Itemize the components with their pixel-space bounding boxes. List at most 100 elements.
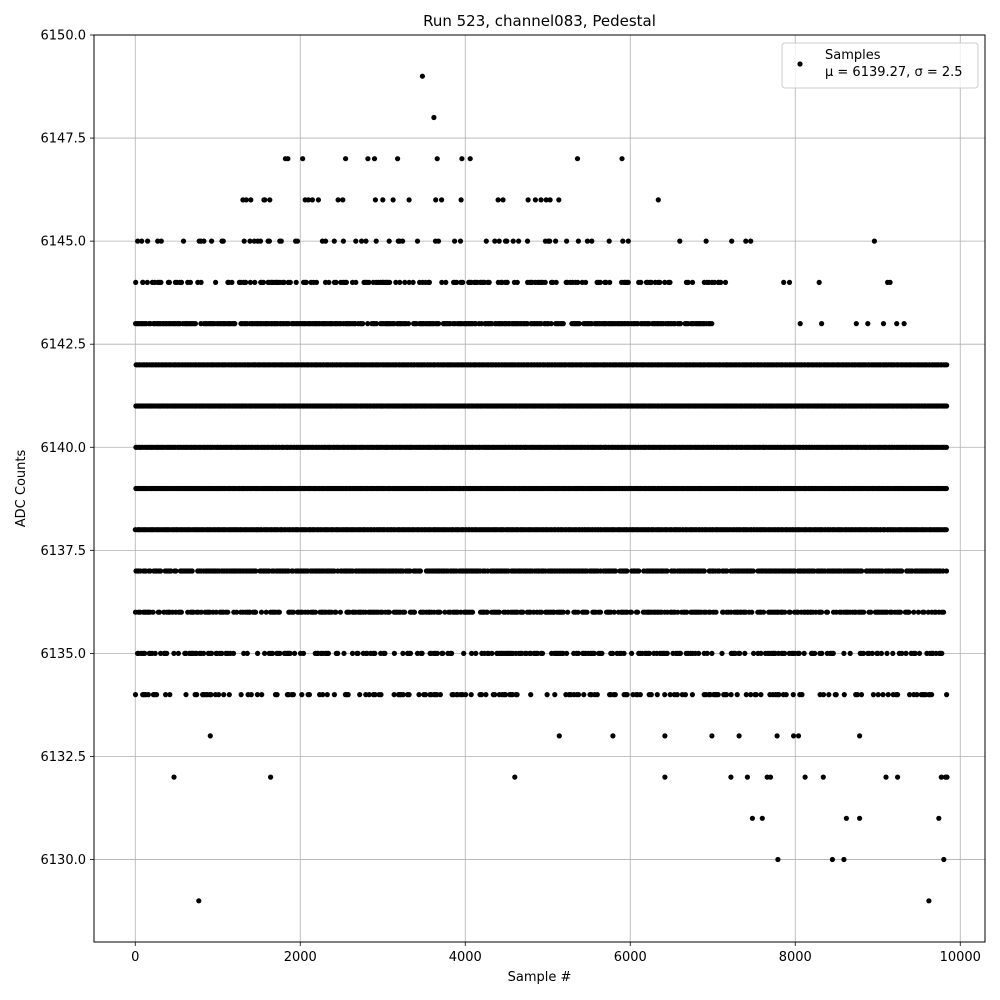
y-tick-label: 6137.5 — [41, 544, 87, 559]
data-point — [795, 733, 802, 739]
data-point — [395, 156, 401, 162]
data-point — [431, 114, 437, 121]
data-point — [133, 279, 139, 285]
data-point — [576, 321, 582, 327]
data-point — [400, 650, 406, 657]
data-point — [624, 568, 630, 574]
data-point — [405, 321, 412, 327]
x-tick-label: 2000 — [284, 950, 317, 965]
data-point — [548, 321, 554, 327]
data-point — [363, 238, 369, 244]
data-point — [225, 609, 231, 615]
data-point — [926, 898, 932, 904]
data-point — [434, 650, 440, 657]
data-point — [774, 733, 780, 739]
data-point — [147, 568, 153, 574]
data-point — [819, 609, 825, 615]
data-point — [776, 692, 782, 698]
x-tick-label: 0 — [131, 950, 139, 965]
chart-title: Run 523, channel083, Pedestal — [423, 12, 656, 30]
data-point — [802, 774, 808, 780]
data-point — [313, 279, 320, 285]
x-axis-label: Sample # — [508, 970, 572, 985]
data-point — [335, 197, 341, 203]
data-point — [391, 650, 397, 657]
data-point — [278, 238, 284, 244]
data-point — [287, 279, 293, 285]
data-point — [696, 650, 702, 657]
data-point — [941, 609, 947, 615]
data-point — [655, 197, 661, 203]
data-point — [414, 238, 421, 244]
data-point — [742, 650, 748, 657]
data-point — [887, 279, 893, 285]
data-point — [597, 279, 603, 285]
data-point — [300, 650, 307, 657]
data-point — [140, 279, 146, 285]
data-point — [620, 238, 626, 244]
legend-label: Samples — [825, 48, 881, 63]
data-point — [360, 321, 366, 327]
data-point — [861, 609, 867, 615]
data-point — [621, 650, 627, 657]
y-tick-label: 6142.5 — [41, 338, 87, 353]
data-point — [417, 568, 423, 574]
data-point — [635, 609, 641, 615]
data-point — [229, 279, 235, 285]
data-point — [437, 609, 443, 615]
data-point — [890, 650, 896, 657]
data-point — [648, 692, 654, 698]
data-point — [801, 650, 807, 657]
data-point — [248, 692, 254, 698]
data-point — [718, 279, 724, 285]
data-point — [677, 321, 684, 327]
data-point — [870, 692, 877, 698]
data-point — [941, 856, 947, 863]
x-tick-label: 4000 — [449, 950, 482, 965]
data-point — [749, 815, 756, 821]
data-point — [734, 692, 740, 698]
data-point — [158, 279, 164, 285]
data-point — [744, 774, 751, 780]
data-point — [267, 197, 273, 203]
data-point — [196, 898, 202, 904]
data-point — [259, 692, 265, 698]
data-point — [171, 650, 177, 657]
data-point — [843, 815, 850, 821]
data-point — [290, 692, 296, 698]
data-point — [943, 568, 950, 574]
data-point — [152, 650, 158, 657]
data-point — [929, 692, 935, 698]
data-point — [704, 650, 710, 657]
data-point — [857, 815, 863, 821]
data-point — [299, 692, 305, 698]
data-point — [178, 609, 184, 615]
data-point — [458, 197, 464, 203]
data-point — [816, 279, 822, 285]
data-point — [610, 733, 616, 739]
data-point — [437, 692, 443, 698]
data-point — [884, 650, 890, 657]
data-point — [168, 568, 174, 574]
legend-stats: μ = 6139.27, σ = 2.5 — [825, 65, 963, 80]
data-point — [457, 238, 464, 244]
data-point — [397, 279, 403, 285]
data-point — [258, 609, 265, 615]
data-point — [674, 692, 680, 698]
data-point — [689, 692, 696, 698]
data-point — [847, 650, 853, 657]
data-point — [340, 197, 346, 203]
data-point — [654, 692, 660, 698]
data-point — [944, 692, 950, 698]
data-point — [841, 856, 847, 863]
data-point — [440, 650, 446, 657]
data-point — [434, 156, 440, 162]
data-point — [252, 279, 258, 285]
data-point — [775, 856, 781, 863]
data-point — [514, 279, 520, 285]
data-point — [459, 156, 465, 162]
data-point — [220, 238, 226, 244]
data-point — [574, 156, 581, 162]
data-point — [167, 692, 173, 698]
data-point — [171, 774, 177, 780]
